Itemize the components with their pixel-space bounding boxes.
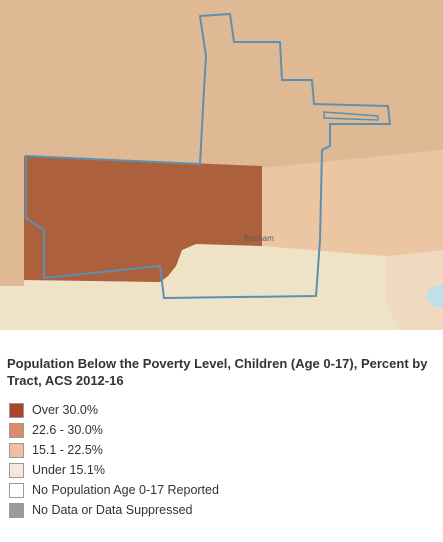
legend-label: Under 15.1% — [32, 463, 105, 477]
tract-south[interactable] — [0, 244, 400, 330]
legend-swatch — [9, 402, 24, 418]
legend-list: Over 30.0% 22.6 - 30.0% 15.1 - 22.5% Under … — [9, 400, 219, 520]
legend-swatch — [9, 502, 24, 518]
map-canvas[interactable]: Bonham — [0, 0, 443, 330]
water-body — [426, 284, 443, 308]
boundary-inner-segment — [323, 111, 379, 121]
legend-swatch — [9, 482, 24, 498]
legend-label: No Population Age 0-17 Reported — [32, 483, 219, 497]
city-boundary — [25, 13, 391, 299]
tract-east[interactable] — [262, 150, 443, 256]
legend-swatch — [9, 462, 24, 478]
legend-label: Over 30.0% — [32, 403, 99, 417]
legend-item: 15.1 - 22.5% — [9, 440, 219, 460]
legend-item: 22.6 - 30.0% — [9, 420, 219, 440]
legend-label: 22.6 - 30.0% — [32, 423, 103, 437]
legend-swatch — [9, 422, 24, 438]
map-view[interactable]: Bonham — [0, 0, 443, 330]
tract-southeast[interactable] — [385, 250, 443, 330]
legend-item: No Data or Data Suppressed — [9, 500, 219, 520]
legend-item: Over 30.0% — [9, 400, 219, 420]
legend-label: 15.1 - 22.5% — [32, 443, 103, 457]
legend-title: Population Below the Poverty Level, Chil… — [7, 356, 428, 388]
legend-swatch — [9, 442, 24, 458]
place-label-bonham: Bonham — [244, 234, 274, 243]
legend-label: No Data or Data Suppressed — [32, 503, 193, 517]
legend-item: No Population Age 0-17 Reported — [9, 480, 219, 500]
legend-panel: Population Below the Poverty Level, Chil… — [0, 330, 443, 542]
tract-high-poverty[interactable] — [24, 156, 262, 282]
legend-item: Under 15.1% — [9, 460, 219, 480]
